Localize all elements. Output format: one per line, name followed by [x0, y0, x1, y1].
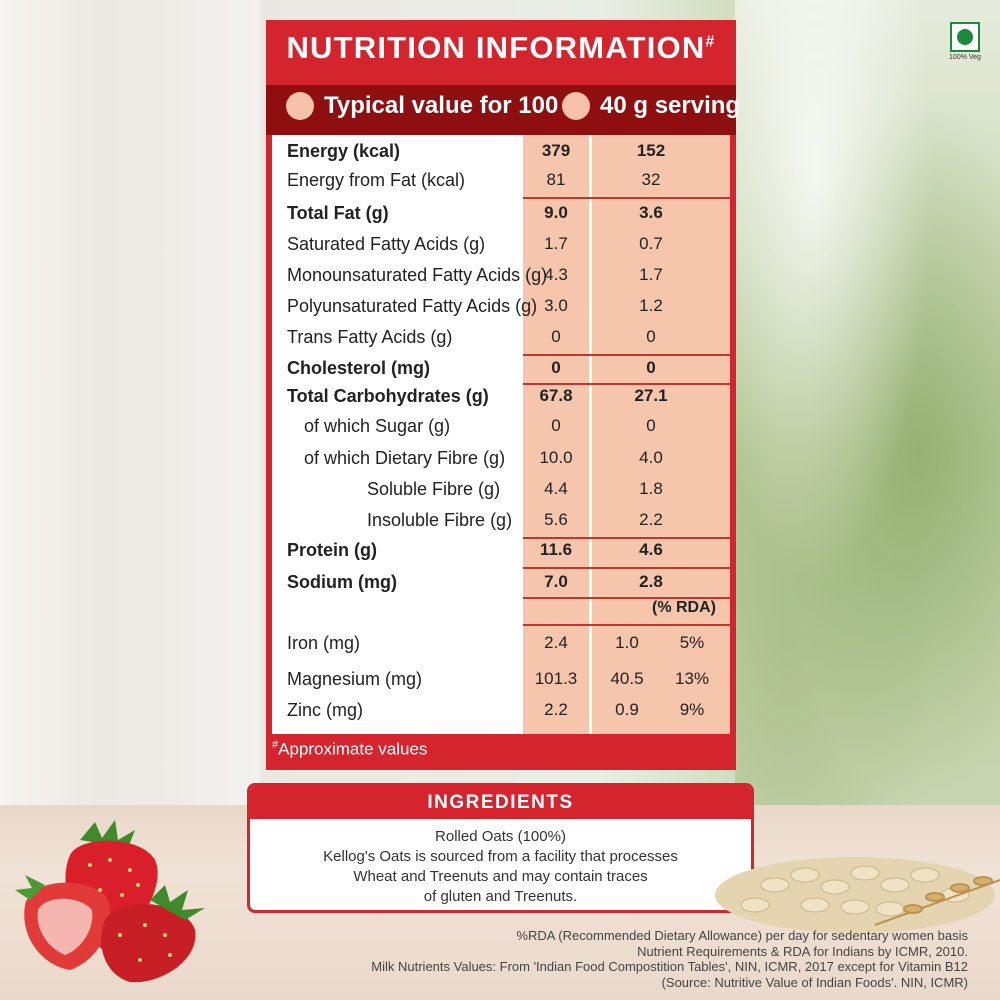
ingredients-line: Rolled Oats (100%) — [435, 828, 566, 845]
row-divider — [523, 624, 730, 626]
footnote: #Approximate values — [272, 739, 428, 759]
veg-symbol-icon — [950, 22, 980, 52]
table-row: Total Fat (g) 9.0 3.6 — [287, 203, 663, 223]
ingredients-line: of gluten and Treenuts. — [423, 888, 578, 905]
table-row: of which Sugar (g) 0 0 — [304, 416, 656, 436]
nutrition-panel: NUTRITION INFORMATION# Typical value for… — [266, 20, 740, 770]
row-divider — [523, 597, 730, 599]
row-divider — [523, 383, 730, 385]
table-row: Sodium (mg) 7.0 2.8 — [287, 572, 663, 592]
table-row: of which Dietary Fibre (g) 10.0 4.0 — [304, 448, 663, 468]
header-100g: Typical value for 100 g — [286, 92, 580, 120]
ingredients-box: INGREDIENTS Rolled Oats (100%) Kellog's … — [247, 783, 754, 913]
table-row: Cholesterol (mg) 0 0 — [287, 358, 656, 378]
table-row: Trans Fatty Acids (g) 0 0 — [287, 327, 656, 347]
veg-mark: 100% Veg — [945, 22, 985, 61]
table-row: Polyunsaturated Fatty Acids (g) 3.0 1.2 — [287, 296, 663, 316]
rda-header: (% RDA) — [652, 599, 716, 616]
ingredients-text: Rolled Oats (100%) Kellog's Oats is sour… — [250, 819, 751, 907]
ingredients-line: Wheat and Treenuts and may contain trace… — [353, 868, 648, 885]
strawberries-illustration — [15, 820, 205, 983]
table-row: Protein (g) 11.6 4.6 — [287, 540, 663, 560]
table-row: Magnesium (mg) 101.3 40.5 13% — [287, 669, 710, 689]
oats-illustration — [715, 857, 1000, 933]
column-100g-shade — [523, 135, 589, 734]
table-row: Energy (kcal) 379 152 — [287, 141, 666, 161]
nutrition-header-bar: Typical value for 100 g 40 g serving — [266, 85, 740, 135]
background-right — [735, 0, 1000, 820]
table-row: Energy from Fat (kcal) 81 32 — [287, 170, 661, 190]
footnotes: %RDA (Recommended Dietary Allowance) per… — [371, 928, 968, 990]
table-row: Soluble Fibre (g) 4.4 1.8 — [367, 479, 663, 499]
table-row: Insoluble Fibre (g) 5.6 2.2 — [367, 510, 663, 530]
ingredients-title: INGREDIENTS — [250, 786, 751, 819]
footnote-line: (Source: Nutritive Value of Indian Foods… — [661, 974, 968, 990]
circle-icon — [286, 92, 314, 120]
row-divider — [523, 354, 730, 356]
row-divider — [523, 567, 730, 569]
nutrition-table: Energy (kcal) 379 152 Energy from Fat (kca… — [272, 135, 730, 734]
table-row: Monounsaturated Fatty Acids (g) 4.3 1.7 — [287, 265, 663, 285]
ingredients-line: Kellog's Oats is sourced from a facility… — [323, 848, 678, 865]
table-row: Iron (mg) 2.4 1.0 5% — [287, 633, 705, 653]
row-divider — [523, 537, 730, 539]
table-row: Total Carbohydrates (g) 67.8 27.1 — [287, 386, 668, 406]
row-divider — [523, 197, 730, 199]
header-40g: 40 g serving — [562, 92, 740, 120]
footnote-line: Milk Nutrients Values: From 'Indian Food… — [371, 959, 968, 974]
background-left — [0, 0, 260, 820]
footnote-line: %RDA (Recommended Dietary Allowance) per… — [516, 928, 968, 943]
table-row: Saturated Fatty Acids (g) 1.7 0.7 — [287, 234, 663, 254]
column-40g-shade — [592, 135, 730, 734]
veg-label: 100% Veg — [949, 54, 981, 61]
circle-icon — [562, 92, 590, 120]
table-row: Zinc (mg) 2.2 0.9 9% — [287, 700, 705, 720]
nutrition-title: NUTRITION INFORMATION# — [286, 30, 716, 65]
footnote-line: Nutrient Requirements & RDA for Indians … — [637, 943, 968, 959]
